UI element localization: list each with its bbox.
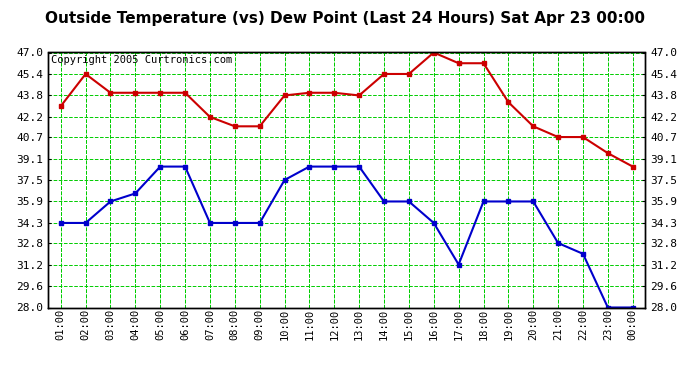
Text: Copyright 2005 Curtronics.com: Copyright 2005 Curtronics.com	[51, 55, 233, 65]
Text: Outside Temperature (vs) Dew Point (Last 24 Hours) Sat Apr 23 00:00: Outside Temperature (vs) Dew Point (Last…	[45, 11, 645, 26]
